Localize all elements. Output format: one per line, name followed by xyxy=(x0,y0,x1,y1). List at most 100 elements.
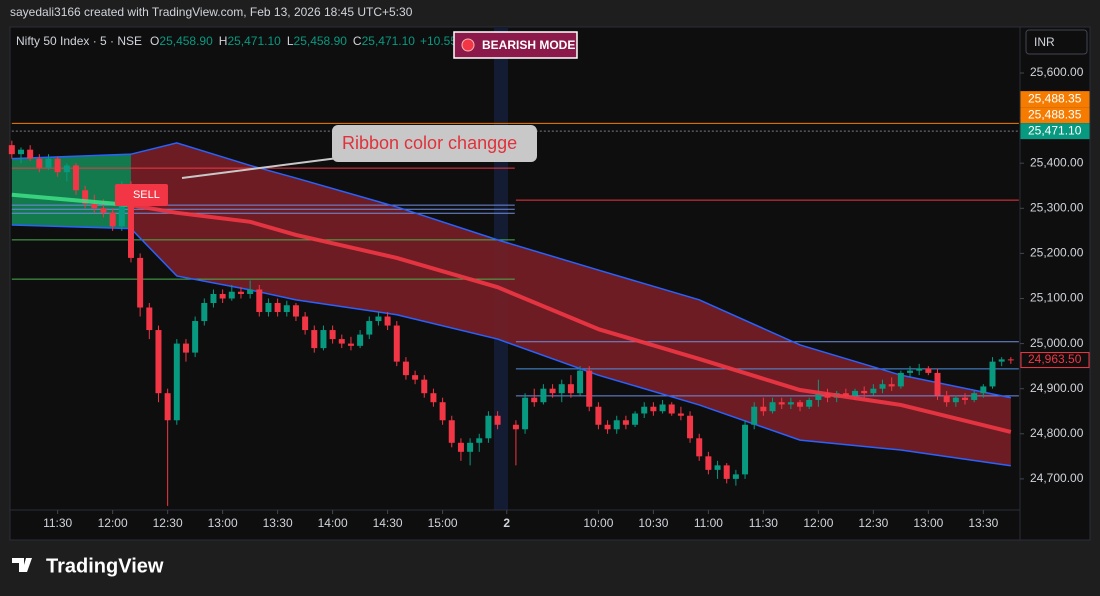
candle-body xyxy=(687,415,694,439)
price-label-box xyxy=(1020,352,1090,369)
candle-body xyxy=(45,158,52,168)
candle-body xyxy=(659,404,666,412)
candle-body xyxy=(137,257,144,308)
legend: Nifty 50 Index · 5 · NSE O25,458.90 H25,47… xyxy=(16,34,510,48)
ohlc-key: L xyxy=(287,34,294,48)
candle-body xyxy=(943,395,950,403)
y-tick-label: 25,400.00 xyxy=(1030,155,1084,169)
signal-label: SELL xyxy=(133,189,160,201)
ohlc-value: 25,458.90 xyxy=(159,34,213,48)
ohlc-key: H xyxy=(219,34,228,48)
candle-body xyxy=(100,208,107,213)
x-tick-label: 13:30 xyxy=(263,516,293,530)
candle-body xyxy=(63,165,70,173)
currency-box[interactable] xyxy=(1025,29,1088,55)
candle-body xyxy=(998,359,1005,362)
candle-body xyxy=(357,334,364,346)
candle-body xyxy=(274,303,281,313)
price-label: 24,963.50 xyxy=(1028,352,1082,366)
candle-body xyxy=(412,375,419,380)
candle-body xyxy=(192,321,199,353)
price-label: 25,488.35 xyxy=(1028,107,1082,121)
candle-body xyxy=(989,361,996,387)
x-tick-label: 12:30 xyxy=(858,516,888,530)
candle-body xyxy=(577,370,584,394)
candle-body xyxy=(622,420,629,425)
candle-body xyxy=(705,456,712,470)
candle-body xyxy=(595,406,602,425)
candle-body xyxy=(934,372,941,396)
y-tick-label: 25,200.00 xyxy=(1030,246,1084,260)
ohlc-value: 25,471.10 xyxy=(362,34,416,48)
ohlc-value: 25,471.10 xyxy=(227,34,281,48)
x-tick-label: 14:30 xyxy=(373,516,403,530)
candle-body xyxy=(916,368,923,371)
candle-body xyxy=(778,402,785,405)
candle-body xyxy=(806,399,813,407)
x-tick-label: 12:00 xyxy=(803,516,833,530)
x-tick-label: 12:00 xyxy=(98,516,128,530)
ohlc-key: C xyxy=(353,34,362,48)
candle-body xyxy=(127,185,134,258)
candle-body xyxy=(476,438,483,443)
candle-body xyxy=(302,316,309,331)
logo-dot xyxy=(25,558,31,564)
candle-body xyxy=(82,190,89,204)
candle-body xyxy=(457,442,464,452)
candle-body xyxy=(54,158,61,173)
candle-body xyxy=(494,415,501,425)
x-tick-label: 10:30 xyxy=(638,516,668,530)
candle-body xyxy=(173,343,180,421)
candle-body xyxy=(8,145,15,155)
x-tick-label: 12:30 xyxy=(153,516,183,530)
candle-body xyxy=(36,158,43,168)
header: sayedali3166 created with TradingView.co… xyxy=(10,5,413,19)
candle-body xyxy=(439,402,446,421)
candle-body xyxy=(732,474,739,479)
candle-body xyxy=(384,316,391,326)
candle-body xyxy=(540,388,547,403)
candle-body xyxy=(338,339,345,344)
candle-body xyxy=(320,330,327,349)
candle-body xyxy=(109,212,116,227)
candle-body xyxy=(347,343,354,346)
price-label: 25,488.35 xyxy=(1028,91,1082,105)
x-tick-label: 11:30 xyxy=(749,516,778,530)
candle-body xyxy=(91,203,98,209)
candle-body xyxy=(650,406,657,412)
x-tick-label: 15:00 xyxy=(428,516,458,530)
candle-body xyxy=(237,291,244,294)
candle-body xyxy=(531,397,538,403)
candle-body xyxy=(879,384,886,389)
change: +10.55 xyxy=(420,34,457,48)
ribbon-mid xyxy=(11,192,132,208)
candle-body xyxy=(604,424,611,430)
x-tick-label: 13:00 xyxy=(913,516,943,530)
y-tick-label: 25,300.00 xyxy=(1030,200,1084,214)
candle-body xyxy=(815,393,822,400)
x-tick-label: 14:00 xyxy=(318,516,348,530)
badge-text: BEARISH MODE xyxy=(482,38,575,52)
candle-body xyxy=(155,330,162,394)
y-tick-label: 24,900.00 xyxy=(1030,381,1084,395)
logo xyxy=(12,558,32,572)
price-label-box xyxy=(1020,91,1090,108)
candle-body xyxy=(283,305,290,313)
candle-body xyxy=(567,384,574,394)
candle-body xyxy=(925,368,932,373)
symbol: Nifty 50 Index · 5 · NSE xyxy=(16,34,142,48)
candle-body xyxy=(980,386,987,394)
candle-body xyxy=(760,406,767,412)
candle-body xyxy=(971,393,978,400)
candle-body xyxy=(787,402,794,405)
candle-body xyxy=(742,424,749,475)
candle-body xyxy=(393,325,400,362)
candle-body xyxy=(870,388,877,394)
candle-body xyxy=(247,289,254,294)
footer-logo: TradingView xyxy=(46,555,164,577)
candle-body xyxy=(632,413,639,425)
candle-body xyxy=(888,384,895,387)
x-tick-label: 2 xyxy=(503,516,510,530)
